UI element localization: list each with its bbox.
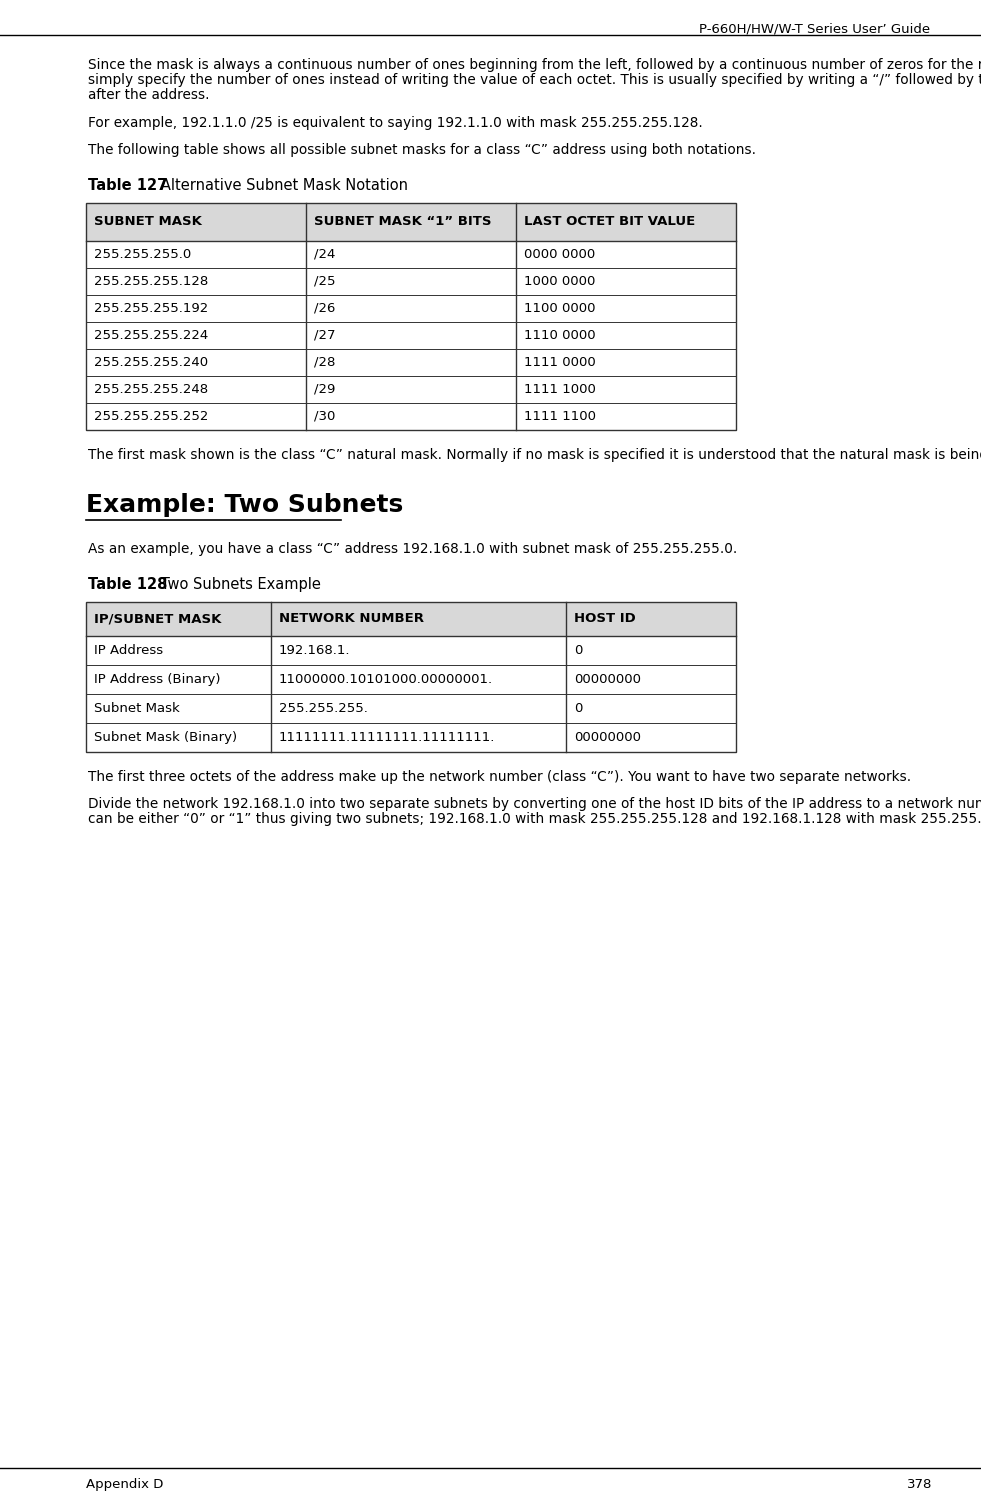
Text: /28: /28 [314, 356, 336, 368]
Bar [271, 601, 566, 636]
Bar [566, 601, 736, 636]
Text: 1110 0000: 1110 0000 [524, 329, 595, 341]
Text: P-660H/HW/W-T Series User’ Guide: P-660H/HW/W-T Series User’ Guide [698, 23, 930, 35]
Text: 255.255.255.248: 255.255.255.248 [94, 383, 208, 395]
Bar [86, 601, 271, 636]
Text: 255.255.255.128: 255.255.255.128 [94, 275, 208, 287]
Text: SUBNET MASK “1” BITS: SUBNET MASK “1” BITS [314, 215, 491, 228]
Text: 1100 0000: 1100 0000 [524, 302, 595, 314]
Text: IP Address (Binary): IP Address (Binary) [94, 673, 221, 685]
Text: /27: /27 [314, 329, 336, 341]
Text: 11000000.10101000.00000001.: 11000000.10101000.00000001. [279, 673, 493, 685]
Bar [516, 203, 736, 240]
Text: 00000000: 00000000 [574, 730, 641, 744]
Text: Example: Two Subnets: Example: Two Subnets [86, 493, 403, 517]
Text: Two Subnets Example: Two Subnets Example [146, 577, 321, 592]
Text: Alternative Subnet Mask Notation: Alternative Subnet Mask Notation [146, 177, 407, 192]
Text: simply specify the number of ones instead of writing the value of each octet. Th: simply specify the number of ones instea… [88, 74, 981, 87]
Text: NETWORK NUMBER: NETWORK NUMBER [279, 612, 424, 625]
Text: 0000 0000: 0000 0000 [524, 248, 595, 260]
Text: 255.255.255.240: 255.255.255.240 [94, 356, 208, 368]
Text: 0: 0 [574, 702, 583, 715]
Text: 255.255.255.0: 255.255.255.0 [94, 248, 191, 260]
Text: Since the mask is always a continuous number of ones beginning from the left, fo: Since the mask is always a continuous nu… [88, 59, 981, 72]
Text: The first three octets of the address make up the network number (class “C”). Yo: The first three octets of the address ma… [88, 770, 911, 785]
Text: Subnet Mask (Binary): Subnet Mask (Binary) [94, 730, 237, 744]
Text: 1111 0000: 1111 0000 [524, 356, 595, 368]
Text: Subnet Mask: Subnet Mask [94, 702, 180, 715]
Text: Table 127: Table 127 [88, 177, 167, 192]
Bar [86, 203, 306, 240]
Bar [306, 203, 516, 240]
Text: As an example, you have a class “C” address 192.168.1.0 with subnet mask of 255.: As an example, you have a class “C” addr… [88, 543, 738, 556]
Text: Divide the network 192.168.1.0 into two separate subnets by converting one of th: Divide the network 192.168.1.0 into two … [88, 797, 981, 812]
Text: 255.255.255.252: 255.255.255.252 [94, 410, 208, 422]
Text: Table 128: Table 128 [88, 577, 168, 592]
Text: Appendix D: Appendix D [86, 1477, 164, 1491]
Text: 378: 378 [906, 1477, 932, 1491]
Text: The following table shows all possible subnet masks for a class “C” address usin: The following table shows all possible s… [88, 143, 756, 156]
Text: 1111 1000: 1111 1000 [524, 383, 595, 395]
Text: 1111 1100: 1111 1100 [524, 410, 596, 422]
Text: can be either “0” or “1” thus giving two subnets; 192.168.1.0 with mask 255.255.: can be either “0” or “1” thus giving two… [88, 812, 981, 827]
Text: 255.255.255.: 255.255.255. [279, 702, 368, 715]
Text: 0: 0 [574, 643, 583, 657]
Text: /30: /30 [314, 410, 336, 422]
Text: after the address.: after the address. [88, 89, 210, 102]
Text: 11111111.11111111.11111111.: 11111111.11111111.11111111. [279, 730, 495, 744]
Text: 1000 0000: 1000 0000 [524, 275, 595, 287]
Text: /24: /24 [314, 248, 336, 260]
Text: The first mask shown is the class “C” natural mask. Normally if no mask is speci: The first mask shown is the class “C” na… [88, 448, 981, 461]
Text: 192.168.1.: 192.168.1. [279, 643, 350, 657]
Text: 255.255.255.224: 255.255.255.224 [94, 329, 208, 341]
Text: HOST ID: HOST ID [574, 612, 636, 625]
Text: 255.255.255.192: 255.255.255.192 [94, 302, 208, 314]
Text: IP/SUBNET MASK: IP/SUBNET MASK [94, 612, 222, 625]
Text: /26: /26 [314, 302, 336, 314]
Text: /25: /25 [314, 275, 336, 287]
Bar [86, 203, 736, 430]
Text: SUBNET MASK: SUBNET MASK [94, 215, 202, 228]
Bar [86, 601, 736, 752]
Text: /29: /29 [314, 383, 336, 395]
Text: IP Address: IP Address [94, 643, 163, 657]
Text: LAST OCTET BIT VALUE: LAST OCTET BIT VALUE [524, 215, 696, 228]
Text: 00000000: 00000000 [574, 673, 641, 685]
Text: For example, 192.1.1.0 /25 is equivalent to saying 192.1.1.0 with mask 255.255.2: For example, 192.1.1.0 /25 is equivalent… [88, 116, 702, 129]
